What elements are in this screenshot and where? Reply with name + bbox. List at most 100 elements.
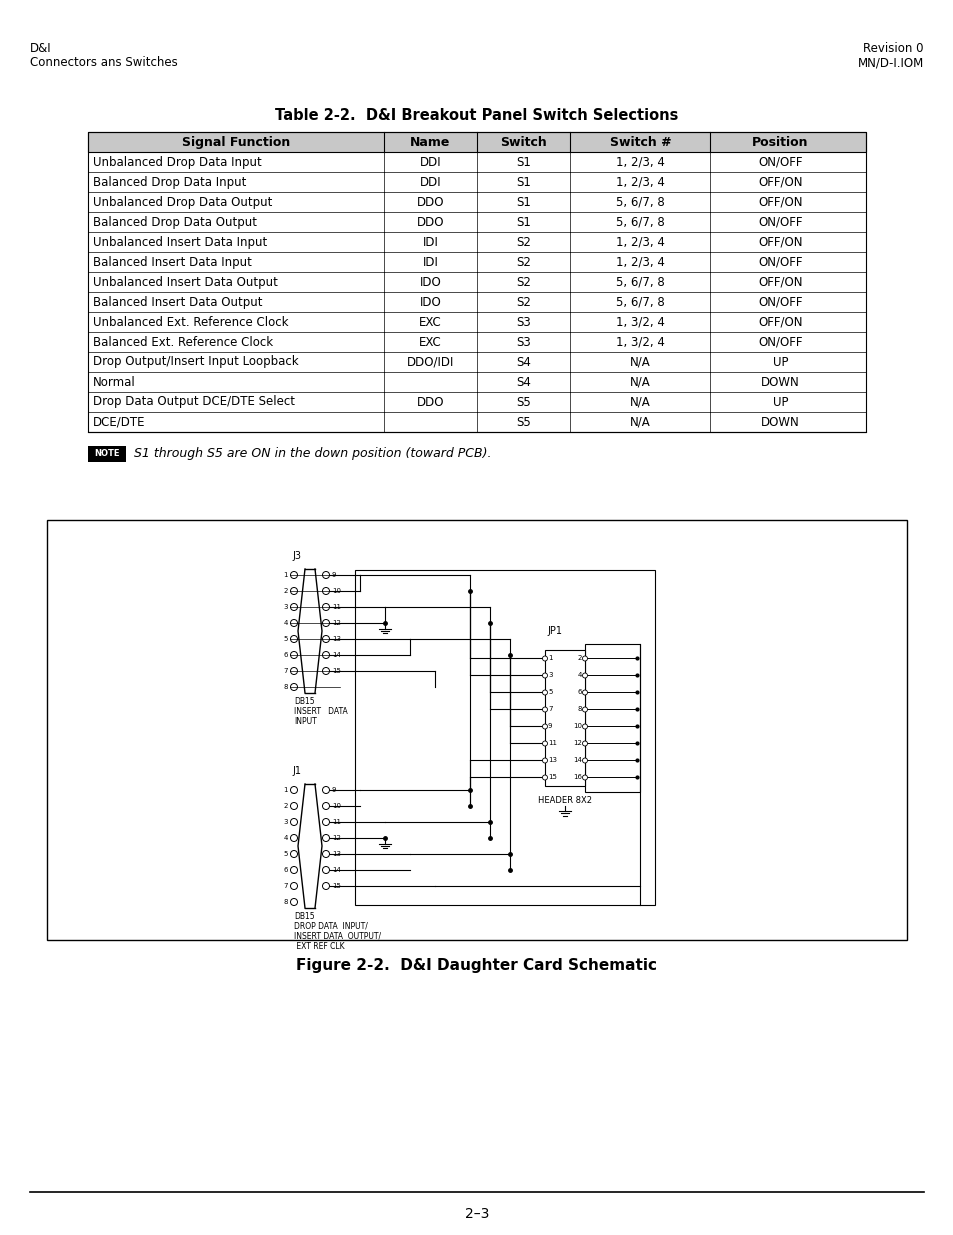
Text: 5, 6/7, 8: 5, 6/7, 8 <box>616 295 664 309</box>
Text: EXT REF CLK: EXT REF CLK <box>294 942 344 951</box>
Circle shape <box>582 758 587 763</box>
Text: Balanced Insert Data Input: Balanced Insert Data Input <box>92 256 252 268</box>
Text: 7: 7 <box>283 883 288 889</box>
Text: S2: S2 <box>516 275 531 289</box>
Text: D&I: D&I <box>30 42 51 56</box>
Text: UP: UP <box>772 395 787 409</box>
Text: 9: 9 <box>547 724 552 730</box>
Text: 2: 2 <box>283 803 288 809</box>
Circle shape <box>542 724 547 729</box>
Text: OFF/ON: OFF/ON <box>758 195 801 209</box>
Bar <box>544 650 584 785</box>
Text: JP1: JP1 <box>546 626 561 636</box>
Bar <box>88 272 865 291</box>
Text: Unbalanced Drop Data Input: Unbalanced Drop Data Input <box>92 156 261 168</box>
Text: 10: 10 <box>332 588 340 594</box>
Text: 11: 11 <box>332 604 340 610</box>
Text: 1: 1 <box>283 572 288 578</box>
Text: Normal: Normal <box>92 375 135 389</box>
Text: EXC: EXC <box>418 315 441 329</box>
Text: Balanced Drop Data Input: Balanced Drop Data Input <box>92 175 246 189</box>
Text: OFF/ON: OFF/ON <box>758 275 801 289</box>
Text: Drop Output/Insert Input Loopback: Drop Output/Insert Input Loopback <box>92 356 298 368</box>
Bar <box>88 132 865 152</box>
Bar <box>88 212 865 232</box>
Circle shape <box>542 741 547 746</box>
Text: 7: 7 <box>283 668 288 674</box>
Bar <box>88 446 126 462</box>
Text: EXC: EXC <box>418 336 441 348</box>
Text: ON/OFF: ON/OFF <box>758 336 801 348</box>
Text: Name: Name <box>410 136 450 148</box>
Text: S4: S4 <box>516 356 531 368</box>
Text: 8: 8 <box>283 899 288 905</box>
Circle shape <box>582 706 587 713</box>
Text: ON/OFF: ON/OFF <box>758 156 801 168</box>
Text: S4: S4 <box>516 375 531 389</box>
Circle shape <box>542 673 547 678</box>
Text: 4: 4 <box>283 620 288 626</box>
Text: OFF/ON: OFF/ON <box>758 315 801 329</box>
Text: 8: 8 <box>577 706 581 713</box>
Text: HEADER 8X2: HEADER 8X2 <box>537 797 592 805</box>
Text: S2: S2 <box>516 236 531 248</box>
Circle shape <box>542 690 547 695</box>
Text: N/A: N/A <box>629 356 650 368</box>
Text: ON/OFF: ON/OFF <box>758 256 801 268</box>
Text: N/A: N/A <box>629 395 650 409</box>
Bar <box>88 332 865 352</box>
Text: DDO: DDO <box>416 195 443 209</box>
Bar <box>88 191 865 212</box>
Circle shape <box>582 690 587 695</box>
Text: 1: 1 <box>547 656 552 662</box>
Text: S1: S1 <box>516 156 531 168</box>
Text: DDO/IDI: DDO/IDI <box>406 356 454 368</box>
Circle shape <box>582 724 587 729</box>
Text: J3: J3 <box>292 551 301 561</box>
Text: Switch: Switch <box>499 136 546 148</box>
Text: Connectors ans Switches: Connectors ans Switches <box>30 56 177 69</box>
Bar <box>88 412 865 432</box>
Text: IDO: IDO <box>419 275 440 289</box>
Text: S2: S2 <box>516 256 531 268</box>
Text: 7: 7 <box>547 706 552 713</box>
Text: 15: 15 <box>547 774 557 781</box>
Text: S2: S2 <box>516 295 531 309</box>
Text: 5, 6/7, 8: 5, 6/7, 8 <box>616 275 664 289</box>
Text: DDO: DDO <box>416 215 443 228</box>
Text: 3: 3 <box>283 819 288 825</box>
Text: 3: 3 <box>283 604 288 610</box>
Text: Balanced Drop Data Output: Balanced Drop Data Output <box>92 215 256 228</box>
Text: 12: 12 <box>573 741 581 746</box>
Text: 11: 11 <box>547 741 557 746</box>
Bar <box>88 152 865 172</box>
Text: 5: 5 <box>283 636 288 642</box>
Bar <box>88 291 865 312</box>
Text: 8: 8 <box>283 684 288 690</box>
Text: 5: 5 <box>547 689 552 695</box>
Text: Unbalanced Insert Data Input: Unbalanced Insert Data Input <box>92 236 267 248</box>
Text: IDO: IDO <box>419 295 440 309</box>
Text: 9: 9 <box>332 572 336 578</box>
Text: 12: 12 <box>332 620 340 626</box>
Bar <box>355 571 655 905</box>
Text: N/A: N/A <box>629 415 650 429</box>
Text: INSERT DATA  OUTPUT/: INSERT DATA OUTPUT/ <box>294 932 381 941</box>
Text: Revision 0: Revision 0 <box>862 42 923 56</box>
Text: 4: 4 <box>283 835 288 841</box>
Text: Drop Data Output DCE/DTE Select: Drop Data Output DCE/DTE Select <box>92 395 294 409</box>
Text: Unbalanced Drop Data Output: Unbalanced Drop Data Output <box>92 195 273 209</box>
Text: DCE/DTE: DCE/DTE <box>92 415 146 429</box>
Text: Position: Position <box>751 136 808 148</box>
Text: 16: 16 <box>573 774 581 781</box>
Text: S1: S1 <box>516 175 531 189</box>
Text: DOWN: DOWN <box>760 415 799 429</box>
Text: DB15: DB15 <box>294 697 314 706</box>
Text: UP: UP <box>772 356 787 368</box>
Text: 1, 2/3, 4: 1, 2/3, 4 <box>616 256 664 268</box>
Text: IDI: IDI <box>422 236 437 248</box>
Bar <box>88 372 865 391</box>
Text: ON/OFF: ON/OFF <box>758 215 801 228</box>
Text: 13: 13 <box>547 757 557 763</box>
Text: S1: S1 <box>516 195 531 209</box>
